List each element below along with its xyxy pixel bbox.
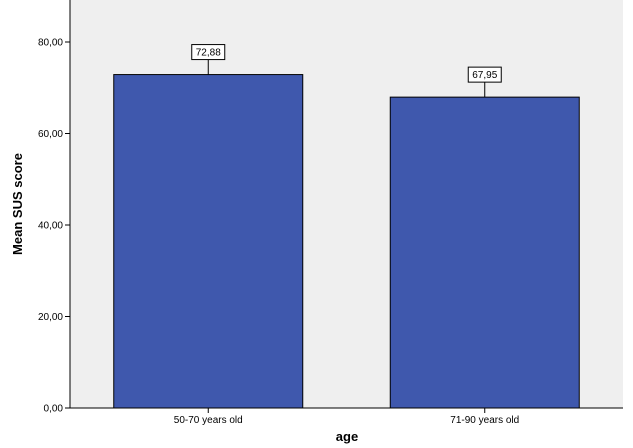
y-axis-title: Mean SUS score [10, 153, 25, 255]
x-axis-ticks: 50-70 years old 71-90 years old [174, 408, 519, 426]
data-label-box [191, 44, 226, 61]
y-tick-label: 60,00 [38, 129, 63, 140]
y-tick-label: 20,00 [38, 312, 63, 323]
bar [389, 96, 580, 409]
x-axis-title: age [336, 429, 358, 444]
x-tick-label: 50-70 years old [174, 415, 243, 426]
bars: 72,88 67,95 [113, 44, 580, 409]
bar [113, 74, 304, 409]
x-tick-label: 71-90 years old [450, 415, 519, 426]
data-label: 67,95 [472, 70, 497, 81]
y-axis-ticks: 0,00 20,00 40,00 60,00 80,00 [38, 38, 70, 415]
y-tick-label: 0,00 [44, 404, 64, 415]
data-label-box [467, 66, 502, 83]
y-tick-label: 80,00 [38, 38, 63, 49]
data-label: 72,88 [196, 48, 221, 59]
y-tick-label: 40,00 [38, 221, 63, 232]
